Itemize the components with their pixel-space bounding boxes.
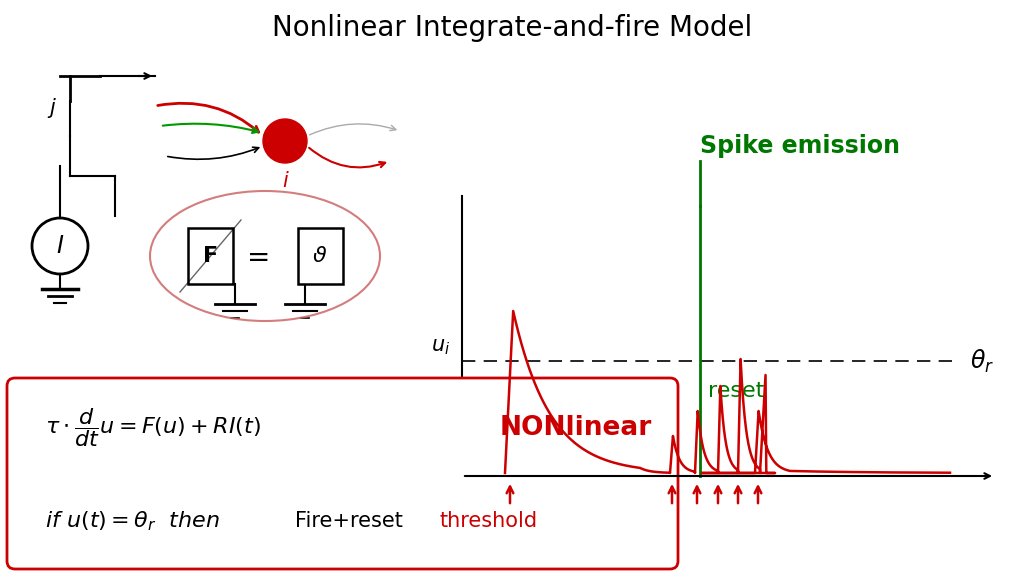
Text: i: i — [283, 171, 288, 191]
Text: NONlinear: NONlinear — [500, 415, 652, 441]
Text: $\tau \cdot \dfrac{d}{dt}u = F(u) + RI(t)$: $\tau \cdot \dfrac{d}{dt}u = F(u) + RI(t… — [45, 407, 261, 449]
Text: $u_i$: $u_i$ — [431, 338, 450, 357]
Text: threshold: threshold — [440, 511, 539, 531]
Text: j: j — [49, 98, 55, 118]
Text: $\mathbf{F}$: $\mathbf{F}$ — [203, 246, 218, 266]
Text: reset: reset — [708, 381, 764, 401]
Circle shape — [263, 119, 307, 163]
Text: Spike emission: Spike emission — [700, 134, 900, 158]
Text: Nonlinear Integrate-and-fire Model: Nonlinear Integrate-and-fire Model — [272, 14, 752, 42]
FancyBboxPatch shape — [7, 378, 678, 569]
FancyBboxPatch shape — [188, 228, 233, 284]
Text: Fire+reset: Fire+reset — [295, 511, 402, 531]
Text: $\vartheta$: $\vartheta$ — [312, 246, 328, 266]
Text: $\mathit{if}\ u(t) = \theta_r\ \ \mathit{then}$: $\mathit{if}\ u(t) = \theta_r\ \ \mathit… — [45, 509, 220, 533]
Text: $\theta_r$: $\theta_r$ — [970, 347, 994, 374]
FancyBboxPatch shape — [298, 228, 343, 284]
Text: $=$: $=$ — [241, 242, 269, 270]
Text: $I$: $I$ — [56, 234, 65, 258]
